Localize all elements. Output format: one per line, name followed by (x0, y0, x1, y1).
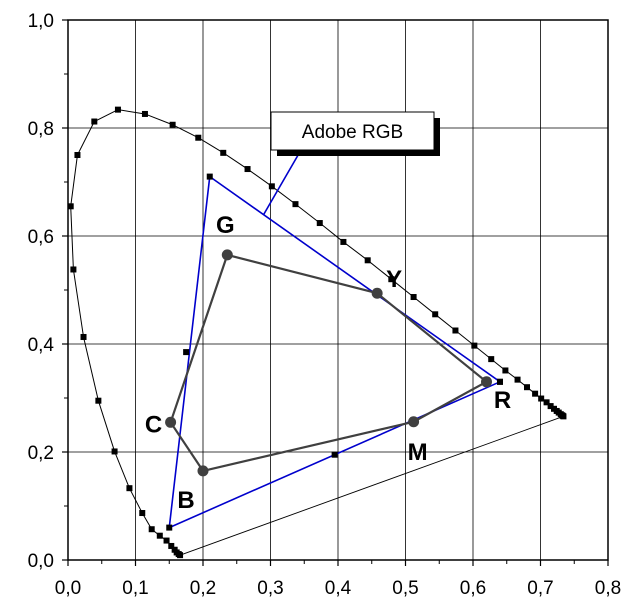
square-marker (220, 149, 227, 156)
square-marker (141, 110, 148, 117)
callout-pointer (263, 149, 302, 215)
y-tick-label: 1,0 (28, 11, 54, 32)
square-marker (126, 485, 133, 492)
grid (68, 20, 608, 560)
square-marker (91, 118, 98, 125)
point-label-r: R (494, 387, 511, 414)
square-marker (139, 510, 146, 517)
square-marker (547, 403, 554, 410)
x-tick-label: 0,6 (460, 578, 486, 599)
point-label-c: C (145, 411, 162, 438)
square-marker (156, 532, 163, 539)
square-marker (111, 448, 118, 455)
square-marker (497, 378, 503, 385)
square-marker (169, 121, 176, 128)
y-tick-label: 0,6 (28, 227, 54, 248)
callout-box (270, 111, 435, 151)
circle-marker (165, 416, 177, 428)
x-tick-label: 0,0 (55, 578, 81, 599)
y-tick-label: 0,8 (28, 119, 54, 140)
x-tick-label: 0,2 (190, 578, 216, 599)
x-tick-label: 0,7 (527, 578, 553, 599)
x-tick-label: 0,4 (325, 578, 352, 599)
point-labels: G Y R M B C (145, 212, 511, 514)
series-line-3 (179, 415, 564, 556)
square-marker (364, 257, 371, 264)
square-marker (114, 106, 121, 113)
square-marker (471, 342, 478, 349)
square-marker (168, 542, 175, 549)
square-marker (163, 537, 170, 544)
square-marker (502, 367, 509, 374)
callout-label: Adobe RGB (302, 122, 403, 143)
square-marker (70, 266, 77, 273)
y-tick-label: 0,0 (28, 551, 54, 572)
point-label-y: Y (386, 266, 402, 293)
square-marker (292, 201, 299, 208)
square-marker (244, 166, 251, 173)
series-line-0 (70, 109, 564, 556)
y-tick-label: 0,2 (28, 443, 54, 464)
square-marker (148, 526, 155, 533)
square-marker (452, 327, 459, 334)
square-marker (206, 173, 213, 180)
y-tick-label: 0,4 (28, 335, 55, 356)
square-marker (331, 451, 338, 458)
circle-marker (371, 287, 383, 299)
square-marker (410, 294, 417, 301)
circle-marker (221, 249, 233, 261)
series-line-2 (169, 253, 488, 472)
x-tick-label: 0,5 (392, 578, 418, 599)
point-label-g: G (216, 212, 235, 239)
square-marker (524, 384, 530, 391)
square-marker (268, 183, 275, 190)
annotation-callout: Adobe RGB (263, 111, 440, 215)
square-marker (488, 356, 495, 363)
square-marker (538, 395, 545, 402)
circle-marker (197, 465, 209, 477)
square-marker (316, 220, 323, 227)
square-marker (166, 524, 173, 531)
point-label-b: B (177, 487, 194, 514)
x-tick-label: 0,1 (122, 578, 148, 599)
square-marker (183, 349, 190, 356)
circle-marker (408, 416, 420, 428)
square-marker (340, 238, 347, 245)
series-layer (67, 106, 567, 559)
square-marker (74, 152, 81, 158)
point-label-m: M (408, 439, 428, 466)
x-tick-label: 0,8 (595, 578, 621, 599)
square-marker (432, 311, 439, 318)
square-marker (388, 276, 395, 283)
circle-marker (481, 376, 492, 388)
square-marker (67, 203, 74, 210)
square-marker (543, 399, 550, 406)
square-marker (514, 376, 521, 383)
square-marker (532, 390, 539, 397)
square-marker (171, 546, 178, 553)
x-tick-label: 0,3 (257, 578, 283, 599)
square-marker (95, 397, 102, 404)
axes: 0,0 0,1 0,2 0,3 0,4 0,5 0,6 0,7 0,8 0,0 0,2 0,4 0,6 0… (28, 11, 622, 599)
square-marker (560, 413, 567, 420)
square-marker (195, 134, 202, 141)
square-marker (80, 333, 87, 340)
